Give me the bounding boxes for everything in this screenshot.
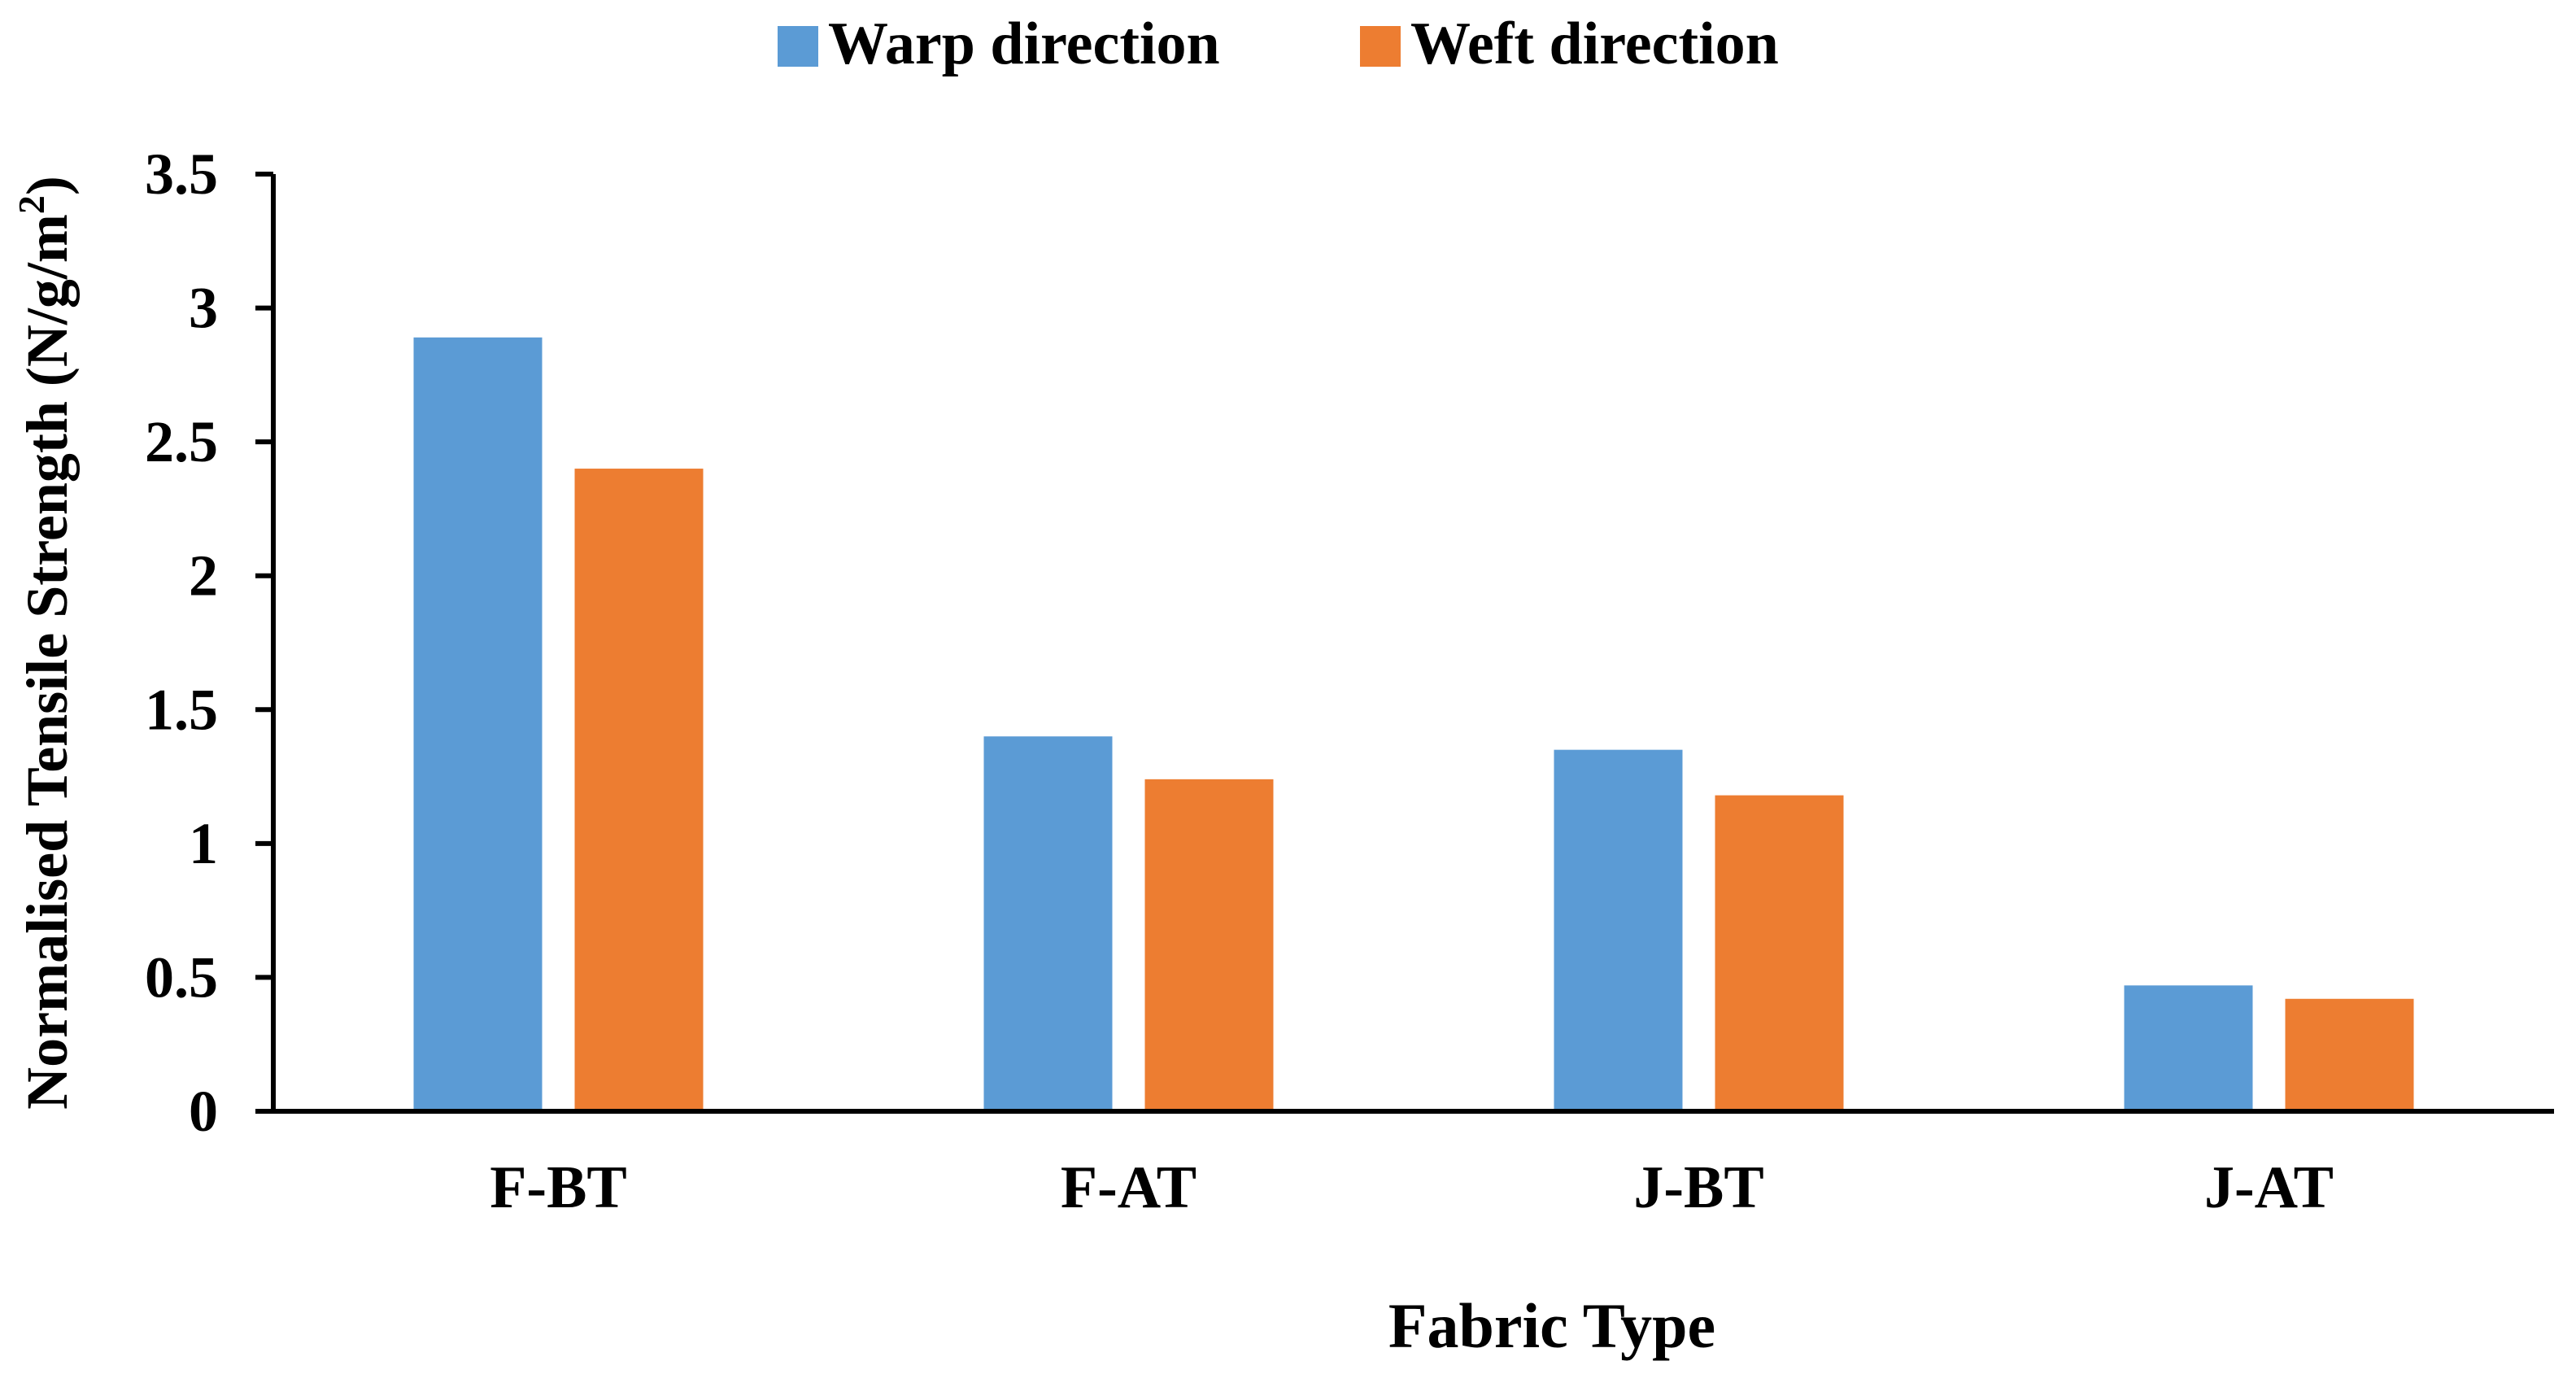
legend-swatch-warp <box>778 26 818 67</box>
axes-group <box>271 174 2554 1114</box>
bar-warp-f-at <box>983 736 1113 1111</box>
y-tick-label: 3.5 <box>145 142 218 207</box>
legend-label-weft: Weft direction <box>1410 11 1779 77</box>
bar-warp-j-at <box>2124 985 2253 1111</box>
x-tick-label-f-bt: F-BT <box>490 1154 627 1221</box>
bar-weft-j-at <box>2285 998 2414 1111</box>
bar-weft-f-at <box>1144 779 1274 1111</box>
ticks-group: F-BT F-AT J-BT J-AT 0 0.5 1 1.5 2 2.5 3 3.5 <box>145 142 2334 1221</box>
x-tick-label-j-bt: J-BT <box>1633 1154 1763 1221</box>
y-axis-title-main: Normalised Tensile Strength (N/g/m <box>15 214 80 1110</box>
y-axis-title-superscript: 2 <box>11 195 52 214</box>
y-tick-label: 2 <box>189 543 218 609</box>
y-axis-title-suffix: ) <box>15 176 80 195</box>
legend-label-warp: Warp direction <box>828 11 1220 77</box>
x-tick-label-f-at: F-AT <box>1061 1154 1196 1221</box>
bars-group <box>413 337 2414 1112</box>
y-axis-title: Normalised Tensile Strength (N/g/m2) <box>11 176 80 1110</box>
bar-weft-j-bt <box>1715 795 1844 1111</box>
y-tick-label: 0 <box>189 1079 218 1144</box>
y-tick-label: 2.5 <box>145 409 218 474</box>
bar-weft-f-bt <box>574 469 704 1111</box>
y-tick-label: 0.5 <box>145 945 218 1010</box>
bar-warp-f-bt <box>413 337 543 1112</box>
legend-swatch-weft <box>1360 26 1401 67</box>
x-tick-label-j-at: J-AT <box>2204 1154 2334 1221</box>
bar-warp-j-bt <box>1554 749 1683 1111</box>
y-tick-label: 1.5 <box>145 677 218 742</box>
y-tick-label: 1 <box>189 811 218 876</box>
legend: Warp direction Weft direction <box>778 11 1779 77</box>
x-axis-title: Fabric Type <box>1388 1290 1715 1361</box>
y-tick-label: 3 <box>189 276 218 341</box>
